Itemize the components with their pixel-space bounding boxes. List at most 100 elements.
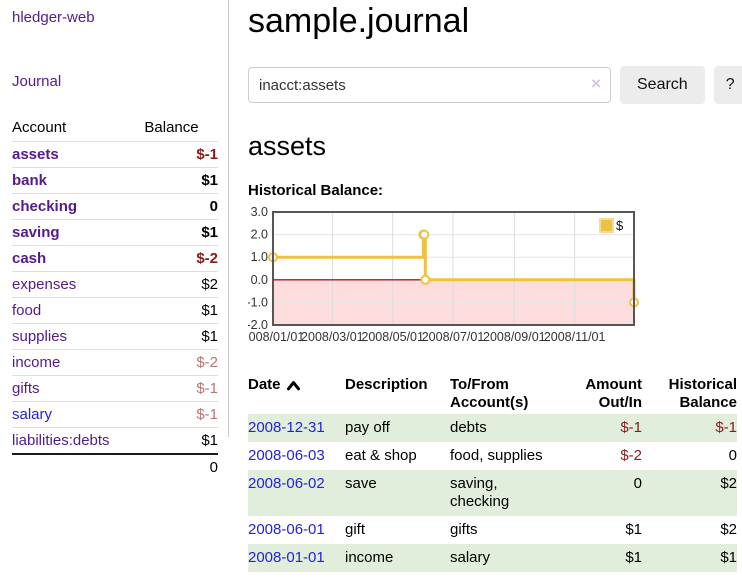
historical-balance-chart[interactable]: 3.0 2.0 1.0 0.0 -1.0 -2.02008/01/012008/03/01… xyxy=(242,205,742,352)
account-balance: $-1 xyxy=(196,380,218,397)
y-axis-label: 1.0 xyxy=(251,250,268,264)
register-amount: $-1 xyxy=(620,419,642,436)
account-heading: assets xyxy=(248,131,327,161)
y-axis-label: 2.0 xyxy=(251,228,268,242)
sidebar-account-link[interactable]: food xyxy=(12,302,42,319)
account-balance: $2 xyxy=(201,276,218,293)
accounts-header-balance: Balance xyxy=(144,119,199,136)
search-input[interactable] xyxy=(248,67,611,103)
register-row: 2008-06-01 gift gifts $1 $2 xyxy=(248,516,737,544)
register-accounts: saving, checking xyxy=(450,475,510,510)
register-table: Date Description To/From Account(s) Amou… xyxy=(248,374,737,572)
register-balance: $2 xyxy=(720,475,737,492)
account-row: income $-2 xyxy=(12,349,218,376)
accounts-total-row: 0 xyxy=(12,454,218,480)
search-button[interactable]: Search xyxy=(620,66,705,104)
register-accounts: food, supplies xyxy=(450,447,543,464)
register-header-description: Description xyxy=(345,376,428,393)
register-description: pay off xyxy=(345,419,390,436)
register-date-link[interactable]: 2008-01-01 xyxy=(248,549,325,566)
legend-label: $ xyxy=(616,218,624,233)
sidebar-account-link[interactable]: checking xyxy=(12,198,78,215)
account-balance: $1 xyxy=(201,328,218,345)
page-title: sample.journal xyxy=(248,2,470,40)
sidebar-account-link[interactable]: gifts xyxy=(12,380,40,397)
register-header-row: Date Description To/From Account(s) Amou… xyxy=(248,374,737,414)
chart-point xyxy=(420,274,431,285)
account-balance: 0 xyxy=(209,198,218,215)
sidebar-account-link[interactable]: saving xyxy=(12,224,60,241)
x-axis-label: 2008/07/01 xyxy=(422,330,485,344)
register-description: income xyxy=(345,549,394,566)
accounts-table-header-row: Account Balance xyxy=(12,115,218,142)
sidebar-account-link[interactable]: bank xyxy=(12,172,48,189)
accounts-total-balance: 0 xyxy=(209,459,218,476)
account-row: cash $-2 xyxy=(12,245,218,272)
register-balance: 0 xyxy=(728,447,737,464)
account-row: salary $-1 xyxy=(12,401,218,428)
chart-canvas: 3.0 2.0 1.0 0.0 -1.0 -2.02008/01/012008/03/01… xyxy=(242,205,639,344)
register-date-link[interactable]: 2008-12-31 xyxy=(248,419,325,436)
accounts-table: Account Balance assets $-1 bank $1 checking 0… xyxy=(12,115,218,480)
clear-search-icon[interactable]: × xyxy=(591,74,601,93)
x-axis-label: 2008/11/01 xyxy=(544,330,606,344)
register-amount: 0 xyxy=(633,475,642,492)
account-balance: $1 xyxy=(201,224,218,241)
register-date-link[interactable]: 2008-06-03 xyxy=(248,447,325,464)
sidebar-account-link[interactable]: expenses xyxy=(12,276,77,293)
account-balance: $1 xyxy=(201,432,218,449)
account-balance: $-1 xyxy=(196,406,218,423)
chart-point xyxy=(419,229,430,240)
register-row: 2008-06-02 save saving, checking 0 $2 xyxy=(248,470,737,516)
x-axis-label: 2008/01/01 xyxy=(248,330,304,344)
y-axis-label: 3.0 xyxy=(251,207,268,219)
search-form: × Search ? xyxy=(248,66,742,104)
register-balance: $-1 xyxy=(715,419,737,436)
account-balance: $-2 xyxy=(196,354,218,371)
sidebar: hledger-web Journal Account Balance asse… xyxy=(0,0,228,572)
sidebar-account-link[interactable]: cash xyxy=(12,250,47,267)
main-content: sample.journal × Search ? assets Histori… xyxy=(228,0,742,572)
y-axis-label: -1.0 xyxy=(248,295,268,309)
register-accounts: debts xyxy=(450,419,487,436)
brand-link[interactable]: hledger-web xyxy=(12,9,95,26)
sidebar-account-link[interactable]: supplies xyxy=(12,328,68,345)
y-axis-label: -2.0 xyxy=(248,318,268,332)
sidebar-account-link[interactable]: income xyxy=(12,354,61,371)
account-row: liabilities:debts $1 xyxy=(12,427,218,455)
register-description: save xyxy=(345,475,377,492)
register-header-date[interactable]: Date xyxy=(248,374,345,414)
sidebar-item-journal[interactable]: Journal xyxy=(12,73,62,90)
register-row: 2008-12-31 pay off debts $-1 $-1 xyxy=(248,414,737,442)
chart-title: Historical Balance: xyxy=(248,182,384,199)
register-balance: $1 xyxy=(720,549,737,566)
account-row: checking 0 xyxy=(12,193,218,220)
register-date-link[interactable]: 2008-06-02 xyxy=(248,475,325,492)
help-button[interactable]: ? xyxy=(713,66,742,104)
accounts-header-account: Account xyxy=(12,119,67,136)
register-amount: $-2 xyxy=(620,447,642,464)
accounts-total-spacer xyxy=(12,454,144,480)
register-accounts: salary xyxy=(450,549,491,566)
register-date-link[interactable]: 2008-06-01 xyxy=(248,521,325,538)
register-accounts: gifts xyxy=(450,521,478,538)
legend-swatch xyxy=(599,218,614,233)
account-balance: $1 xyxy=(201,302,218,319)
y-axis-label: 0.0 xyxy=(251,273,268,287)
sidebar-account-link[interactable]: salary xyxy=(12,406,53,423)
account-balance: $1 xyxy=(201,172,218,189)
sidebar-account-link[interactable]: liabilities:debts xyxy=(12,432,110,449)
account-row: supplies $1 xyxy=(12,323,218,350)
account-balance: $-1 xyxy=(196,146,218,163)
account-row: gifts $-1 xyxy=(12,375,218,402)
account-row: assets $-1 xyxy=(12,141,218,168)
register-header-date-label: Date xyxy=(248,376,281,393)
account-row: food $1 xyxy=(12,297,218,324)
register-amount: $1 xyxy=(625,549,642,566)
register-header-amount: Amount Out/In xyxy=(585,376,642,411)
sidebar-account-link[interactable]: assets xyxy=(12,146,59,163)
register-description: eat & shop xyxy=(345,447,417,464)
x-axis-label: 2008/03/01 xyxy=(301,330,364,344)
account-row: saving $1 xyxy=(12,219,218,246)
